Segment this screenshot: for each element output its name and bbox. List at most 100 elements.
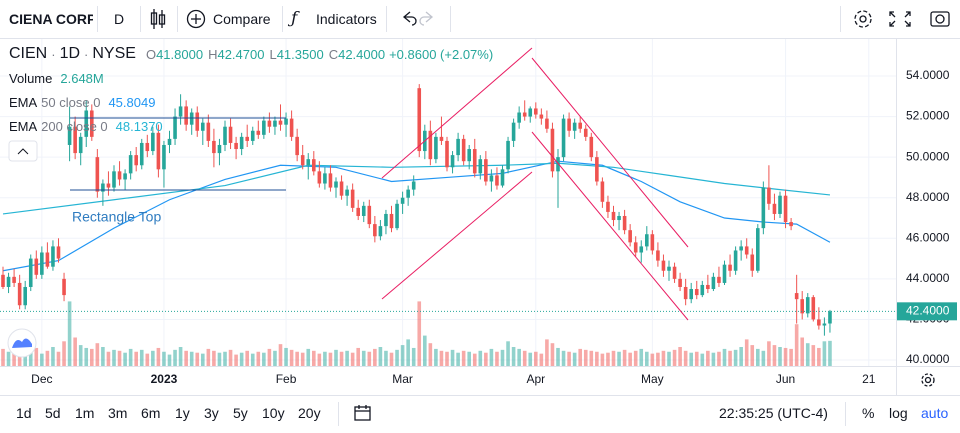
volume-value: 2.648M <box>60 71 104 86</box>
candle-body <box>278 120 283 125</box>
volume-bar <box>500 349 505 366</box>
range-button[interactable]: 1d <box>16 405 32 421</box>
candle-body <box>550 128 555 172</box>
volume-bar <box>628 352 632 366</box>
candle-body <box>212 140 216 154</box>
volume-bar <box>373 348 377 366</box>
y-tick-label: 48.0000 <box>906 190 950 204</box>
candle-body <box>356 207 361 216</box>
candles-icon[interactable] <box>150 9 166 29</box>
date-range-icon[interactable] <box>354 405 371 421</box>
volume-bar <box>650 353 655 366</box>
range-button[interactable]: 6m <box>141 405 161 421</box>
range-button[interactable]: 5y <box>233 405 248 421</box>
volume-bar <box>622 349 627 366</box>
candle-body <box>622 215 627 231</box>
ohlc-value: 42.4000 <box>338 46 386 62</box>
indicators-button[interactable]: Indicators <box>316 11 377 27</box>
candle-body <box>495 175 499 186</box>
volume-bar <box>256 351 261 366</box>
volume-bar <box>506 341 510 366</box>
candle-body <box>794 293 799 300</box>
candle-body <box>417 88 422 152</box>
interval-button[interactable]: D <box>114 11 125 27</box>
candle-body <box>606 201 610 212</box>
volume-bar <box>694 351 699 366</box>
compare-button[interactable]: Compare <box>213 11 271 27</box>
volume-bar <box>45 350 50 366</box>
undo-icon[interactable] <box>402 11 417 26</box>
candle-body <box>484 159 488 182</box>
auto-button[interactable]: auto <box>921 405 949 421</box>
volume-bar <box>223 351 227 366</box>
candle-body <box>311 159 316 172</box>
volume-bar <box>384 350 388 366</box>
candle-body <box>728 264 732 271</box>
candle-body <box>12 276 16 283</box>
candle-body <box>672 266 677 279</box>
candle-body <box>273 120 277 127</box>
volume-bar <box>262 352 266 366</box>
volume-bar <box>611 350 616 366</box>
volume-bar <box>661 350 666 366</box>
candle-body <box>500 169 505 186</box>
range-button[interactable]: 5d <box>45 405 61 421</box>
legend-ema: EMA 200 close 0 48.1370 <box>9 119 163 134</box>
candle-body <box>300 155 305 166</box>
volume-bar <box>278 344 283 366</box>
legend-ema: EMA 50 close 0 45.8049 <box>9 95 155 110</box>
ohlc-key: O <box>145 46 157 62</box>
range-button[interactable]: 20y <box>298 405 321 421</box>
candle-body <box>361 205 366 216</box>
symbol-input[interactable]: CIENA CORP <box>9 11 93 27</box>
range-button[interactable]: 1y <box>175 405 190 421</box>
volume-bar <box>117 350 122 366</box>
volume-bar <box>411 347 416 366</box>
candle-body <box>767 187 771 204</box>
volume-bar <box>589 350 594 366</box>
ohlc-key: L <box>269 46 277 62</box>
candle-body <box>145 142 150 152</box>
screenshot-icon[interactable] <box>930 11 950 27</box>
range-button[interactable]: 3y <box>204 405 219 421</box>
candle-body <box>89 110 94 137</box>
range-button[interactable]: 10y <box>262 405 285 421</box>
candle-body <box>411 181 416 190</box>
volume-bar <box>744 339 749 366</box>
volume-bar <box>300 352 305 366</box>
indicators-icon[interactable]: ƒ <box>287 9 300 29</box>
candle-body <box>828 311 832 324</box>
candle-body <box>450 155 455 168</box>
volume-bar <box>317 353 322 366</box>
legend-ohlc: O41.8000 H42.4700 L41.3500 C42.4000 <box>146 47 385 62</box>
volume-bar <box>239 352 244 366</box>
dividers <box>97 6 846 426</box>
candle-body <box>367 205 372 225</box>
volume-bar <box>539 353 544 366</box>
candle-body <box>689 289 694 300</box>
volume-bar <box>461 350 466 366</box>
percent-button[interactable]: % <box>862 405 875 421</box>
settings-icon[interactable] <box>854 10 872 28</box>
candle-body <box>73 126 77 154</box>
log-button[interactable]: log <box>889 405 908 421</box>
candle-body <box>239 136 244 150</box>
candle-body <box>234 142 238 150</box>
symbol-box[interactable] <box>4 7 92 31</box>
ema-value: 48.1370 <box>115 119 163 134</box>
axis-settings-icon[interactable] <box>921 373 935 387</box>
range-button[interactable]: 1m <box>75 405 95 421</box>
volume-bar <box>706 350 710 366</box>
volume-bar <box>756 348 760 366</box>
candle-body <box>645 234 649 247</box>
candle-body <box>184 106 188 125</box>
ema-params: 200 close 0 <box>41 119 108 134</box>
compare-icon[interactable] <box>186 9 206 29</box>
range-button[interactable]: 3m <box>108 405 128 421</box>
candle-body <box>106 183 111 188</box>
fullscreen-icon[interactable] <box>889 11 911 27</box>
candle-body <box>1 274 5 287</box>
volume-bar <box>134 351 138 366</box>
collapse-legend[interactable] <box>8 140 38 162</box>
volume-bar <box>356 347 361 366</box>
